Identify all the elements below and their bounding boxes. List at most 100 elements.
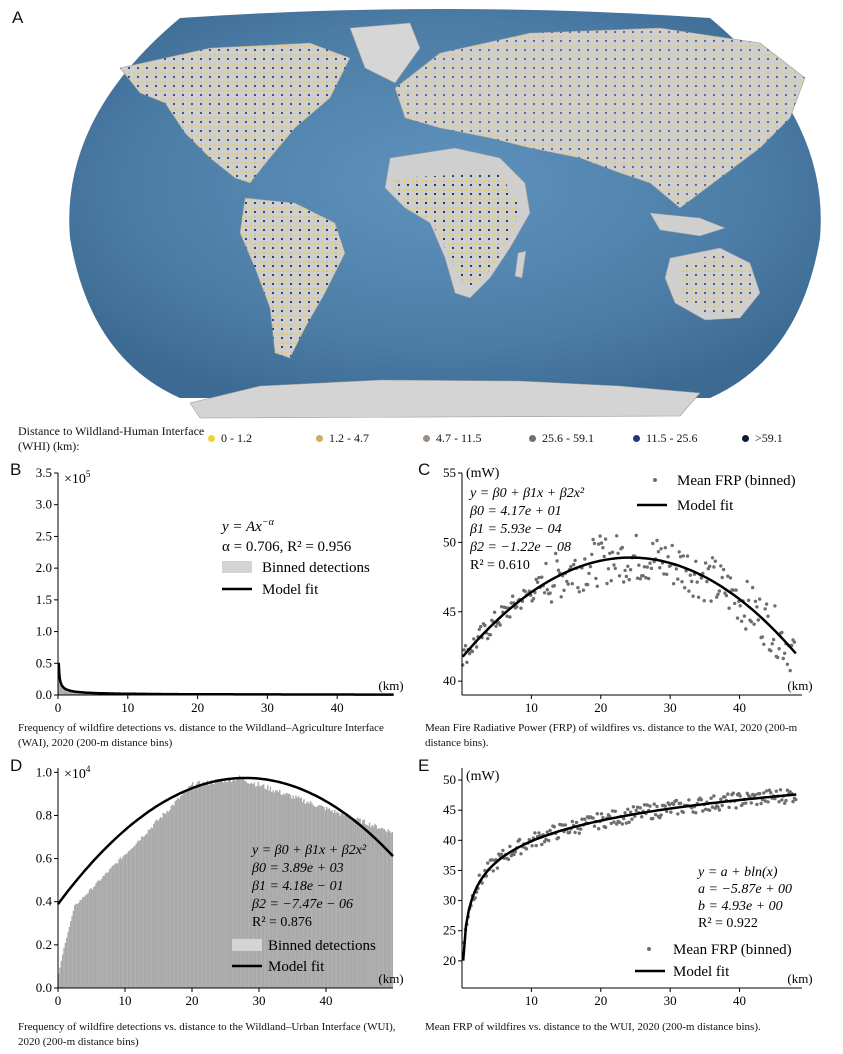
histogram-bar [359,818,361,988]
data-point [535,580,540,584]
histogram-bar [285,792,288,988]
histogram-bar [299,798,301,988]
world-map [69,9,821,419]
histogram-bar [205,781,207,988]
data-point [548,828,552,833]
histogram-bar [123,855,126,988]
histogram-bar [382,828,384,988]
histogram-bar [367,825,369,988]
data-point [715,595,719,599]
data-point [588,564,593,569]
data-point [508,615,512,619]
histogram-bar [210,780,213,988]
data-point [781,656,785,661]
legend-fit-label: Model fit [262,582,319,598]
data-point [617,820,622,824]
histogram-bar [378,828,380,988]
data-point [720,803,724,808]
histogram-bar [260,786,262,988]
histogram-bar [342,812,344,988]
panel-b-label: B [10,460,22,479]
histogram-bar [80,899,83,988]
histogram-bar [296,797,298,988]
data-point [616,551,620,555]
data-point [678,555,683,559]
histogram-bar [379,828,381,988]
histogram-bar [295,795,297,988]
histogram-bar [366,824,368,988]
data-point [617,574,622,578]
data-point [540,842,544,847]
data-point [562,588,566,592]
equation-line: β1 = 5.93e − 04 [469,522,562,537]
legend-points-label: Mean FRP (binned) [673,942,792,958]
histogram-bar [246,783,249,988]
histogram-bar [216,779,218,988]
data-point [665,809,669,814]
histogram-bar [340,812,343,988]
histogram-bar [250,782,253,988]
data-point [669,810,673,814]
data-point [770,642,774,646]
histogram-bar [287,793,289,988]
histogram-bar [360,823,363,988]
x-tick-label: 10 [119,993,132,1008]
histogram-bar [102,876,104,988]
histogram-bar [303,799,305,988]
data-point [651,541,655,546]
histogram-bar [68,926,71,988]
histogram-bar [204,784,206,988]
data-point [645,803,649,807]
histogram-bar [280,794,282,988]
data-point [548,591,552,595]
data-point [615,534,619,538]
data-point [544,837,548,841]
data-point [601,816,605,820]
data-point [658,566,662,570]
data-point [720,575,724,580]
data-point [499,852,504,857]
histogram-bar [291,798,293,988]
data-point [581,588,586,592]
histogram-bar [371,825,373,988]
histogram-bar [187,786,190,988]
y-tick-label: 55 [443,465,456,480]
histogram-bar [61,954,64,988]
data-point [540,575,544,579]
data-point [696,595,701,599]
y-tick-label: 1.5 [36,592,52,607]
histogram-bar [372,826,375,988]
data-point [597,542,601,546]
histogram-bar [94,885,96,988]
data-point [687,589,691,593]
y-tick-label: 50 [443,772,456,787]
x-tick-label: 20 [186,993,199,1008]
histogram-bar [217,779,219,988]
data-point [694,811,698,815]
data-point [746,598,751,602]
data-point [605,581,609,586]
data-point [599,541,604,545]
x-tick-label: 0 [55,993,62,1008]
data-point [721,567,726,572]
y-tick-label: 35 [443,862,456,877]
histogram-bar [116,863,119,988]
histogram-bar [348,818,351,988]
data-point [694,559,698,563]
chart-d: 0 10 20 30 40 0.0 0.2 0.4 0.6 0.8 1.0 (km) ×104 y = β… [36,764,404,1008]
histogram-bar [346,816,348,988]
data-point [739,619,744,623]
data-point [658,816,662,820]
data-point [573,830,577,835]
histogram-bar [218,781,221,988]
histogram-bar [268,790,270,988]
histogram-bar [177,797,179,988]
data-point [690,579,694,584]
map-legend-item: 25.6 - 59.1 [529,431,594,446]
histogram-bar [228,777,230,988]
equation-line: β1 = 4.18e − 01 [251,879,344,894]
histogram-bar [364,824,367,988]
data-point [734,588,738,592]
histogram-bar [276,790,278,988]
histogram-bar [336,811,339,988]
